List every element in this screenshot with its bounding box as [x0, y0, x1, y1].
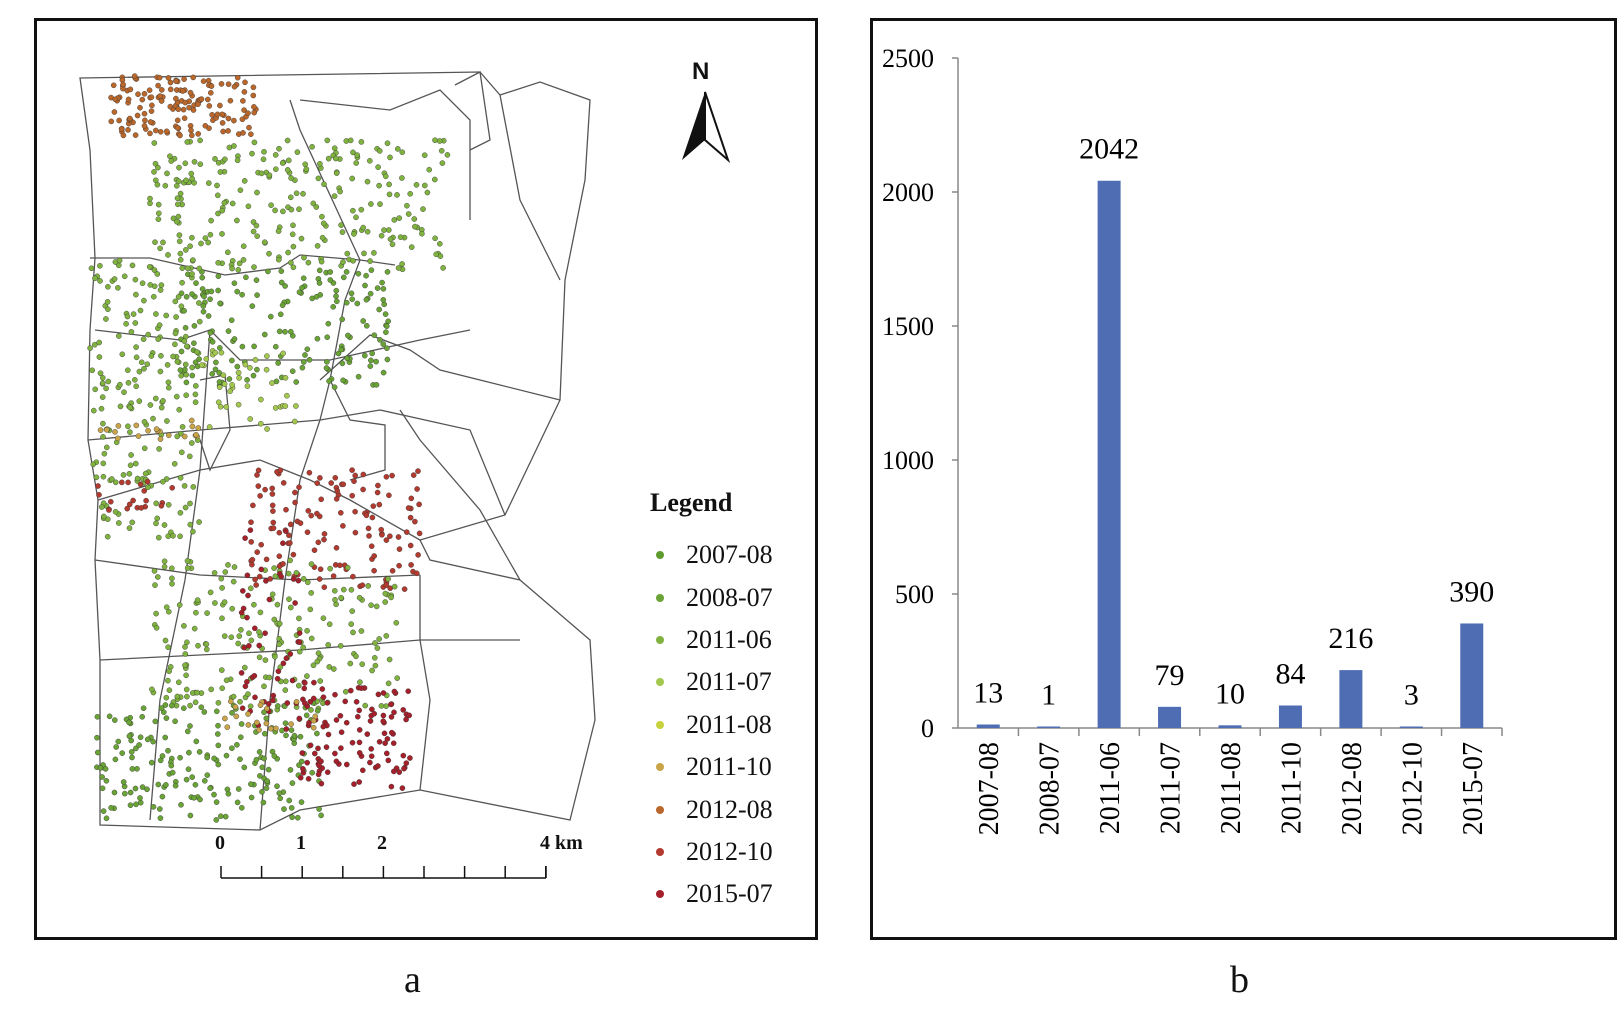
- legend-label: 2008-07: [686, 582, 773, 612]
- legend-dot-icon: [656, 847, 664, 856]
- scale-label: 4 km: [540, 832, 583, 854]
- legend-dot-icon: [656, 635, 664, 644]
- scale-label: 1: [296, 832, 306, 854]
- legend-list: 2007-08 2008-07 2011-06 2011-07 2011-08 2011-…: [650, 534, 773, 916]
- panel-label-b: b: [1230, 959, 1249, 1001]
- legend-dot-icon: [656, 805, 664, 814]
- legend-item: 2011-08: [650, 704, 773, 746]
- panel-label-a: a: [404, 959, 421, 1001]
- north-label: N: [692, 58, 710, 85]
- legend-label: 2011-10: [686, 752, 772, 782]
- legend-item: 2011-10: [650, 746, 773, 788]
- legend-label: 2011-07: [686, 667, 772, 697]
- legend-item: 2011-07: [650, 661, 773, 703]
- chart-panel: [870, 18, 1617, 940]
- legend-item: 2012-10: [650, 831, 773, 873]
- legend-label: 2015-07: [686, 879, 773, 909]
- legend-item: 2008-07: [650, 576, 773, 618]
- legend-dot-icon: [656, 763, 664, 772]
- legend-dot-icon: [656, 678, 664, 687]
- legend-dot-icon: [656, 593, 664, 602]
- scale-label: 0: [215, 832, 225, 854]
- legend-item: 2015-07: [650, 873, 773, 915]
- legend-label: 2011-06: [686, 624, 772, 654]
- legend-label: 2007-08: [686, 540, 773, 570]
- legend-item: 2011-06: [650, 619, 773, 661]
- legend-item: 2012-08: [650, 788, 773, 830]
- legend-dot-icon: [656, 890, 664, 899]
- legend-title: Legend: [650, 488, 733, 517]
- legend-dot-icon: [656, 720, 664, 729]
- legend-label: 2012-08: [686, 794, 773, 824]
- legend-label: 2011-08: [686, 709, 772, 739]
- legend-label: 2012-10: [686, 836, 773, 866]
- scale-label: 2: [377, 832, 387, 854]
- legend-item: 2007-08: [650, 534, 773, 576]
- legend-dot-icon: [656, 551, 664, 560]
